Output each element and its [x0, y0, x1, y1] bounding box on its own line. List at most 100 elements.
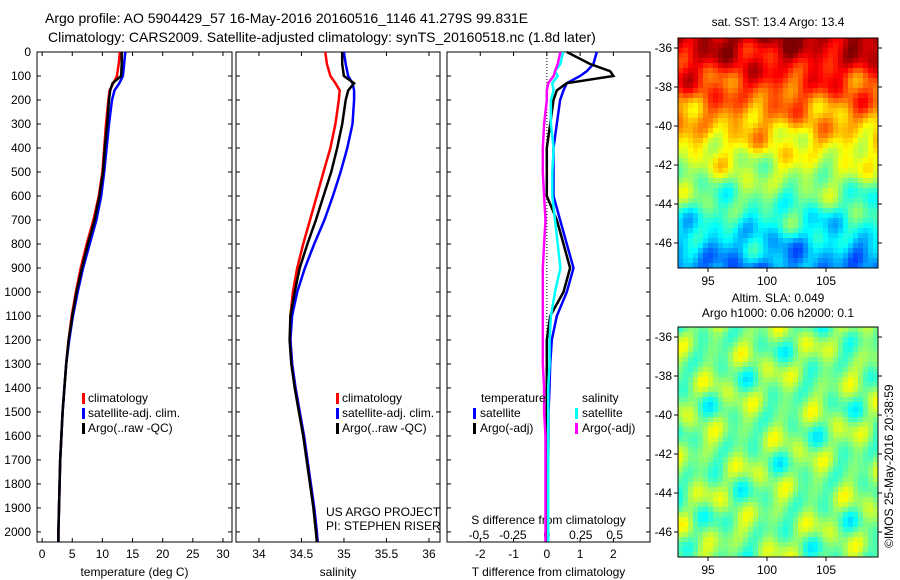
map-cell [778, 243, 784, 249]
map-cell [788, 527, 794, 533]
map-cell [848, 472, 854, 478]
profile-panel-2: 34 34.5 35 35.5 36salinityclimatologysatelli… [235, 51, 441, 579]
map-cell [838, 532, 844, 538]
map-cell [838, 68, 844, 74]
map-cell [693, 228, 699, 234]
map-cell [688, 462, 694, 468]
map-cell [728, 58, 734, 64]
map-cell [718, 477, 724, 483]
map-cell [748, 153, 754, 159]
map-cell [788, 263, 794, 269]
map-cell [713, 327, 719, 333]
map-cell [768, 63, 774, 69]
map-cell [793, 547, 799, 553]
map-cell [788, 542, 794, 548]
map-cell [843, 542, 849, 548]
map-cell [853, 532, 859, 538]
map-cell [868, 442, 874, 448]
map-cell [758, 352, 764, 358]
map-cell [723, 43, 729, 49]
map-cell [698, 188, 704, 194]
map-cell [698, 517, 704, 523]
map-cell [753, 372, 759, 378]
map-cell [678, 243, 684, 249]
map-cell [863, 382, 869, 388]
map-cell [753, 377, 759, 383]
map-cell [758, 377, 764, 383]
map-cell [708, 83, 714, 89]
map-cell [778, 372, 784, 378]
map-cell [788, 103, 794, 109]
map-cell [693, 53, 699, 59]
map-cell [773, 53, 779, 59]
map-cell [848, 552, 854, 558]
map-cell [768, 387, 774, 393]
map-cell [868, 203, 874, 209]
map-cell [808, 158, 814, 164]
map-cell [788, 402, 794, 408]
map-cell [733, 412, 739, 418]
map-cell [858, 213, 864, 219]
map-cell [748, 53, 754, 59]
map-cell [828, 253, 834, 259]
legend-label: satellite-adj. clim. [88, 406, 180, 420]
map-cell [713, 238, 719, 244]
map-cell [813, 108, 819, 114]
map-cell [733, 367, 739, 373]
map-cell [828, 128, 834, 134]
map-cell [693, 432, 699, 438]
map-cell [698, 387, 704, 393]
map-cell [873, 203, 879, 209]
map-cell [803, 193, 809, 199]
map-cell [858, 397, 864, 403]
map-cell [738, 477, 744, 483]
map-cell [853, 148, 859, 154]
map-cell [798, 472, 804, 478]
map-cell [788, 168, 794, 174]
map-cell [768, 203, 774, 209]
map-cell [688, 507, 694, 513]
map-cell [738, 158, 744, 164]
map-cell [853, 527, 859, 533]
map-cell [773, 218, 779, 224]
map-cell [858, 527, 864, 533]
map-cell [863, 148, 869, 154]
map-cell [808, 467, 814, 473]
map-cell [768, 522, 774, 528]
map-cell [848, 83, 854, 89]
map-cell [708, 357, 714, 363]
map-cell [743, 522, 749, 528]
map-cell [678, 552, 684, 558]
map-cell [828, 138, 834, 144]
map-cell [863, 123, 869, 129]
map-cell [813, 492, 819, 498]
map-cell [838, 153, 844, 159]
map-cell [718, 337, 724, 343]
map-cell [853, 372, 859, 378]
map-cell [718, 492, 724, 498]
map-cell [688, 68, 694, 74]
map-cell [738, 342, 744, 348]
map-cell [708, 173, 714, 179]
map-cell [793, 402, 799, 408]
map-cell [793, 88, 799, 94]
map-cell [708, 238, 714, 244]
map-cell [798, 218, 804, 224]
map-cell [748, 372, 754, 378]
map-cell [803, 327, 809, 333]
map-cell [773, 362, 779, 368]
map-cell [693, 168, 699, 174]
map-cell [748, 108, 754, 114]
map-cell [718, 457, 724, 463]
map-cell [803, 233, 809, 239]
map-cell [703, 532, 709, 538]
map-cell [738, 193, 744, 199]
map-cell [808, 128, 814, 134]
map-cell [708, 447, 714, 453]
map-cell [718, 133, 724, 139]
map-cell [778, 532, 784, 538]
map-cell [838, 198, 844, 204]
map-cell [738, 253, 744, 259]
map-cell [718, 377, 724, 383]
map-cell [858, 377, 864, 383]
